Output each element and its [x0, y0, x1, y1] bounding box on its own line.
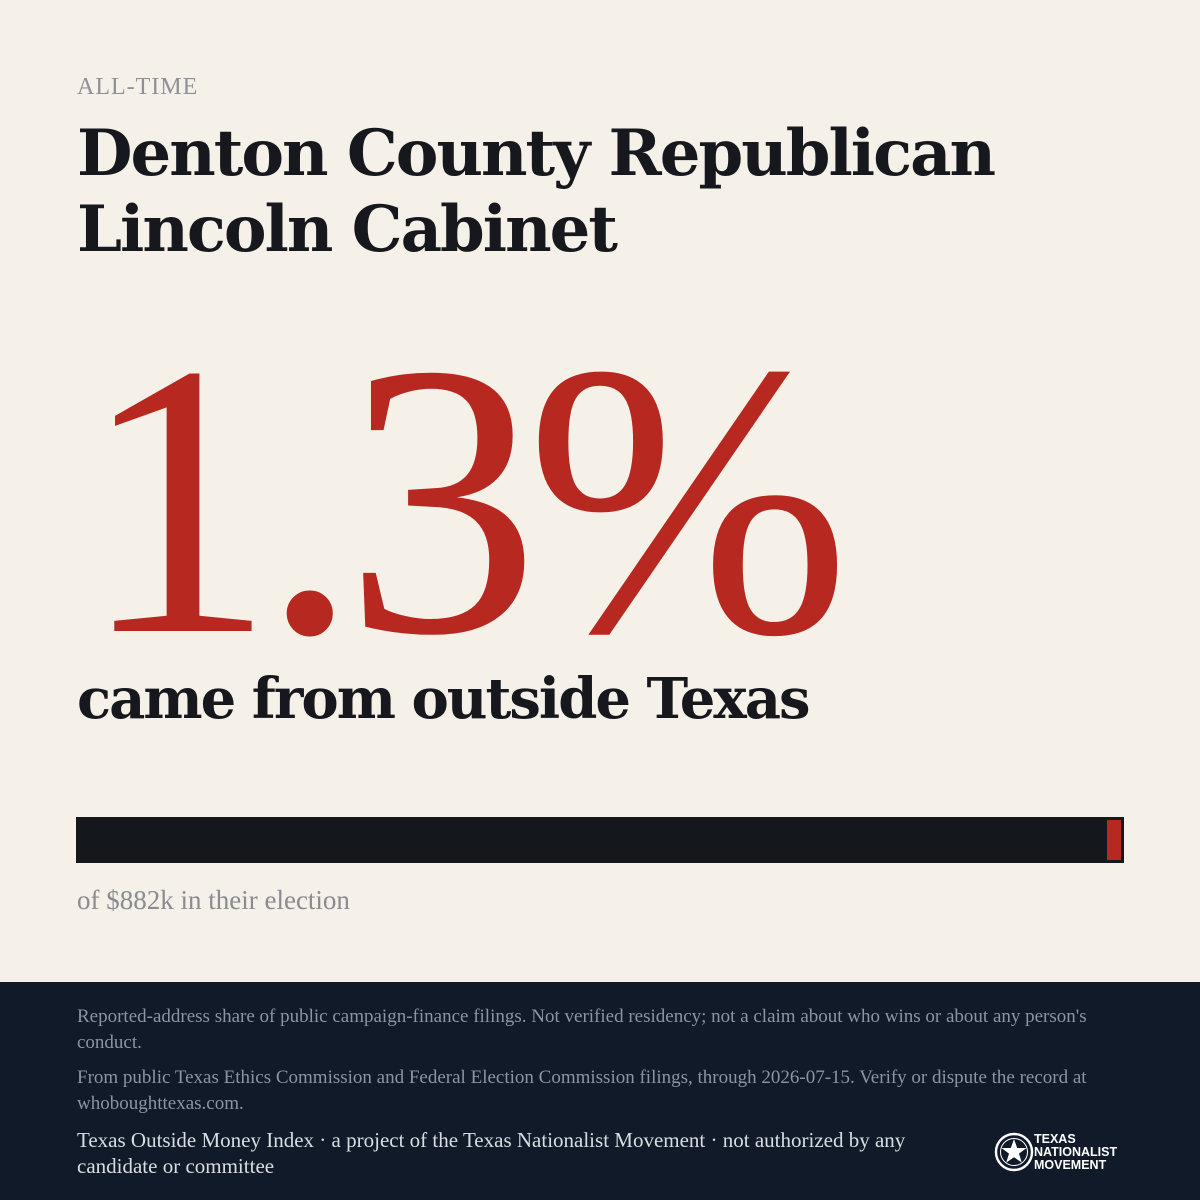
footer-credit: Texas Outside Money Index · a project of…: [77, 1128, 906, 1178]
footer-source: From public Texas Ethics Commission and …: [77, 1067, 1087, 1114]
page-title: Denton County Republican Lincoln Cabinet: [77, 116, 996, 267]
logo-line-1: TEXAS: [1034, 1132, 1076, 1146]
headline-caption: came from outside Texas: [77, 666, 811, 732]
logo-line-3: MOVEMENT: [1034, 1158, 1107, 1172]
footer-disclaimer: Reported-address share of public campaig…: [77, 1006, 1087, 1053]
tnm-logo: TEXAS NATIONALIST MOVEMENT: [994, 1132, 1124, 1176]
share-bar-fill: [1107, 820, 1121, 860]
logo-wordmark: TEXAS NATIONALIST MOVEMENT: [1034, 1133, 1117, 1172]
star-seal-icon: [994, 1132, 1034, 1172]
share-bar-note: of $882k in their election: [77, 885, 350, 915]
eyebrow-label: ALL-TIME: [77, 74, 199, 100]
headline-percent: 1.3%: [80, 284, 850, 716]
logo-line-2: NATIONALIST: [1034, 1145, 1118, 1159]
footer: Reported-address share of public campaig…: [0, 982, 1200, 1200]
share-bar: [76, 817, 1124, 863]
